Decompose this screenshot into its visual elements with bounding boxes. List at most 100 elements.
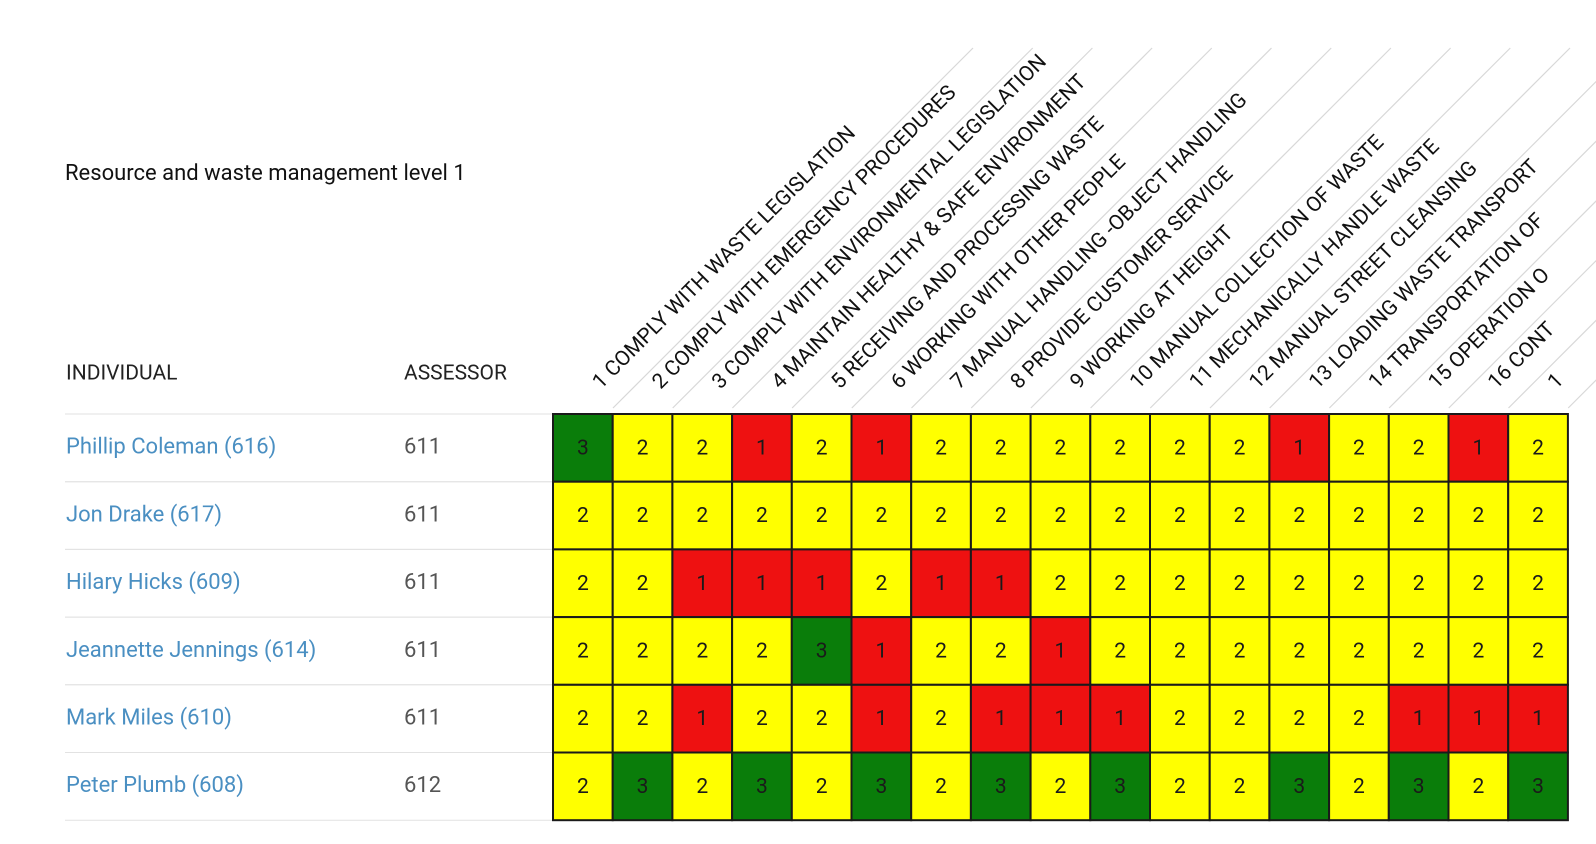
level-value: 2	[696, 504, 708, 528]
level-value: 2	[1413, 436, 1425, 460]
level-cell	[1149, 616, 1211, 686]
level-value: 1	[1413, 707, 1425, 731]
page-title: Resource and waste management level 1	[65, 161, 466, 186]
level-cell	[850, 548, 913, 619]
level-value: 3	[637, 775, 649, 799]
level-value: 1	[696, 572, 708, 596]
level-value: 2	[1353, 707, 1365, 731]
level-cell	[1387, 548, 1450, 619]
level-value: 2	[1413, 504, 1425, 528]
level-value: 3	[1413, 775, 1425, 799]
individual-link[interactable]: Peter Plumb (608)	[66, 773, 244, 798]
level-value: 2	[696, 436, 708, 460]
level-value: 2	[1293, 504, 1305, 528]
level-value: 2	[935, 775, 947, 799]
level-value: 2	[1234, 504, 1246, 528]
assessor-id: 612	[404, 773, 441, 798]
level-cell	[611, 548, 674, 619]
level-cell	[1387, 413, 1450, 483]
level-value: 2	[1532, 436, 1544, 460]
header-guide	[1209, 47, 1571, 409]
level-value: 2	[1234, 775, 1246, 799]
level-cell	[1447, 548, 1510, 619]
header-guide	[672, 47, 1034, 409]
level-value: 1	[935, 572, 947, 596]
level-value: 1	[1055, 639, 1067, 663]
level-value: 2	[1353, 436, 1365, 460]
individual-link[interactable]: Jeannette Jennings (614)	[66, 638, 316, 663]
level-value: 2	[935, 639, 947, 663]
header-guide	[970, 47, 1332, 409]
header-guide	[1567, 379, 1596, 409]
level-cell	[671, 751, 734, 822]
level-value: 3	[816, 639, 828, 663]
level-value: 2	[875, 504, 887, 528]
level-cell	[790, 413, 853, 483]
level-cell	[731, 480, 793, 551]
individual-link[interactable]: Phillip Coleman (616)	[66, 435, 276, 460]
level-value: 2	[1472, 572, 1484, 596]
level-value: 2	[1114, 436, 1126, 460]
header-guide	[1448, 259, 1596, 409]
level-cell	[969, 413, 1032, 483]
individual-link[interactable]: Jon Drake (617)	[66, 502, 222, 527]
header-guide	[1388, 200, 1596, 409]
individual-link[interactable]: Hilary Hicks (609)	[66, 570, 241, 595]
level-cell	[611, 751, 674, 822]
assessor-id: 611	[404, 705, 441, 730]
level-value: 2	[1174, 775, 1186, 799]
level-value: 2	[1234, 572, 1246, 596]
header-guide	[851, 47, 1213, 409]
level-value: 2	[816, 707, 828, 731]
assessor-id: 611	[404, 502, 441, 527]
level-cell	[910, 548, 972, 619]
individual-link[interactable]: Mark Miles (610)	[66, 705, 232, 730]
level-cell	[1149, 548, 1211, 619]
header-guide	[911, 47, 1272, 409]
level-value: 2	[637, 639, 649, 663]
level-value: 2	[696, 639, 708, 663]
level-cell	[731, 413, 793, 483]
level-value: 1	[1472, 707, 1484, 731]
assessor-id: 611	[404, 435, 441, 460]
level-cell	[790, 480, 853, 551]
level-cell	[850, 480, 913, 551]
level-value: 2	[816, 775, 828, 799]
level-value: 2	[756, 639, 768, 663]
level-value: 2	[1114, 639, 1126, 663]
level-value: 1	[1055, 707, 1067, 731]
level-cell	[790, 751, 853, 822]
level-cell	[1089, 616, 1152, 686]
header-guide	[1090, 47, 1452, 409]
level-value: 1	[756, 572, 768, 596]
level-cell	[1268, 683, 1331, 754]
level-cell	[1507, 616, 1569, 686]
level-cell	[1328, 751, 1390, 822]
level-value: 1	[875, 707, 887, 731]
header-guide	[791, 47, 1153, 409]
column-header: INDIVIDUAL	[66, 362, 177, 386]
level-value: 2	[577, 707, 589, 731]
level-value: 2	[935, 504, 947, 528]
level-value: 2	[1055, 504, 1067, 528]
header-guide	[1328, 140, 1596, 409]
level-value: 1	[1472, 436, 1484, 460]
level-value: 2	[995, 436, 1007, 460]
level-value: 2	[1413, 639, 1425, 663]
level-value: 3	[756, 775, 768, 799]
level-value: 2	[1353, 572, 1365, 596]
level-value: 1	[995, 572, 1007, 596]
level-cell	[790, 683, 853, 754]
level-value: 2	[1174, 504, 1186, 528]
level-value: 2	[1055, 572, 1067, 596]
level-value: 2	[577, 504, 589, 528]
level-cell	[1507, 751, 1569, 822]
level-value: 2	[1353, 504, 1365, 528]
level-value: 2	[1114, 504, 1126, 528]
level-cell	[552, 548, 614, 619]
level-cell	[731, 751, 793, 822]
level-value: 3	[1532, 775, 1544, 799]
level-value: 2	[577, 572, 589, 596]
